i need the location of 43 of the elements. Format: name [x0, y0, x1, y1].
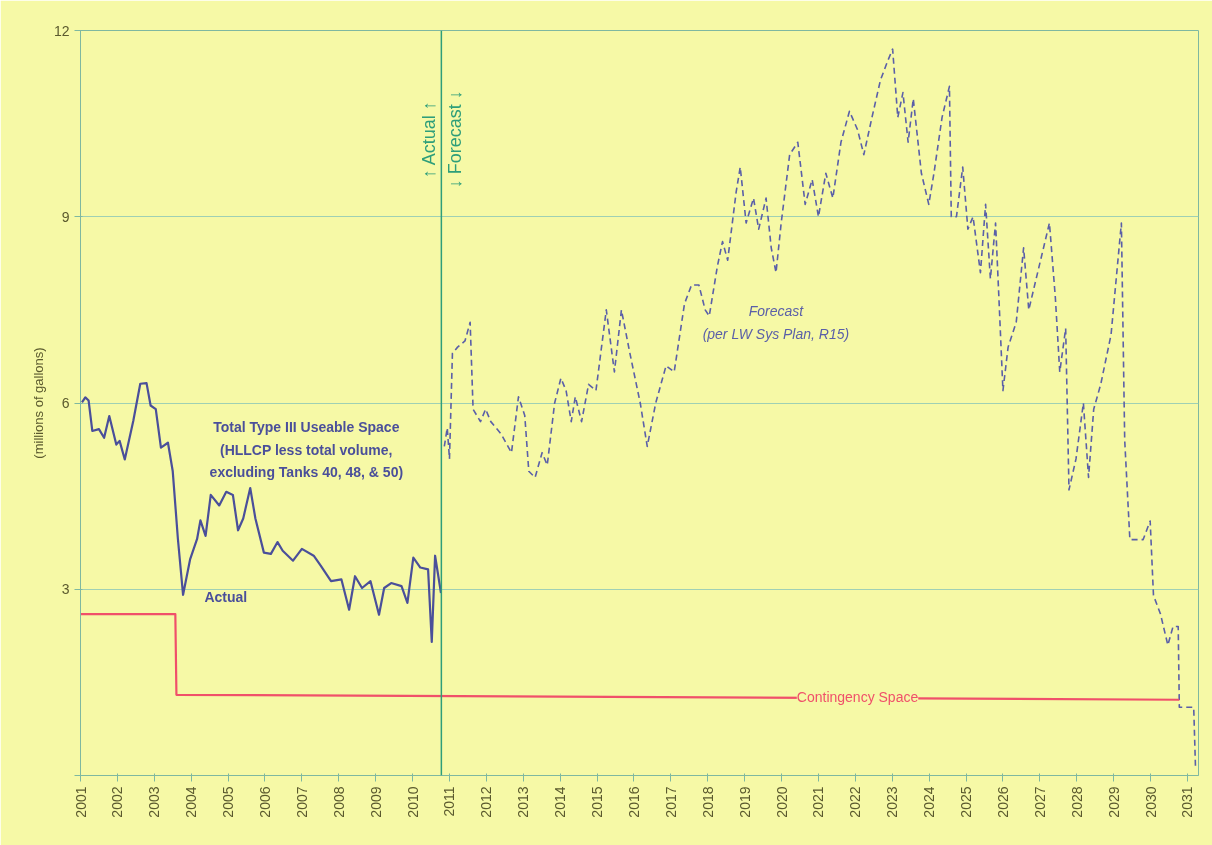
- x-tick-label: 2010: [404, 786, 421, 818]
- series-label: Forecast (per LW Sys Plan, R15): [702, 303, 850, 342]
- x-tick-label: 2023: [884, 786, 901, 818]
- x-tick-label: 2020: [773, 786, 790, 818]
- x-tick-label: 2022: [847, 786, 864, 818]
- x-tick-label: 2004: [183, 786, 200, 818]
- x-tick-label: 2009: [367, 786, 384, 818]
- x-tick-label: 2005: [220, 786, 237, 818]
- x-tick-label: 2031: [1179, 786, 1196, 818]
- x-tick-label: 2012: [478, 786, 495, 818]
- x-tick-label: 2015: [589, 786, 606, 818]
- x-tick-label: 2008: [330, 786, 347, 818]
- y-axis-title: (millions of gallons): [30, 347, 46, 459]
- x-tick-label: 2024: [921, 786, 938, 818]
- x-tick-label: 2025: [958, 786, 975, 818]
- y-tick-label: 6: [61, 395, 70, 411]
- y-tick-label: 3: [61, 581, 70, 598]
- annotation: ↓ Forecast ↓: [445, 90, 466, 189]
- x-tick-label: 2018: [699, 786, 716, 818]
- x-tick-label: 2019: [736, 786, 753, 818]
- x-tick-label: 2028: [1068, 786, 1085, 818]
- series-label: Actual: [204, 588, 248, 605]
- x-tick-label: 2007: [293, 786, 310, 818]
- x-tick-label: 2014: [552, 786, 569, 818]
- x-tick-label: 2006: [256, 786, 273, 818]
- ref-line-label: ↑ Actual ↑: [419, 101, 440, 179]
- x-tick-label: 2027: [1031, 786, 1048, 818]
- x-tick-label: 2011: [441, 786, 458, 817]
- x-tick-label: 2026: [994, 786, 1011, 818]
- y-tick-label: 9: [61, 208, 70, 225]
- annotation: Total Type III Useable Space (HLLCP less total volume, excluding Tanks 40, 48, & 50): [209, 419, 404, 480]
- x-tick-label: 2016: [625, 786, 642, 818]
- x-tick-label: 2003: [146, 786, 163, 818]
- x-tick-label: 2002: [109, 786, 126, 818]
- y-tick-label: 12: [53, 22, 70, 39]
- x-tick-label: 2029: [1105, 786, 1122, 818]
- series-label: Contingency Space: [796, 689, 919, 706]
- x-tick-label: 2001: [72, 786, 89, 818]
- x-tick-label: 2017: [662, 786, 679, 818]
- x-tick-label: 2013: [515, 786, 532, 818]
- x-tick-label: 2030: [1142, 786, 1159, 818]
- x-tick-label: 2021: [810, 786, 827, 818]
- line-series: [80, 382, 443, 644]
